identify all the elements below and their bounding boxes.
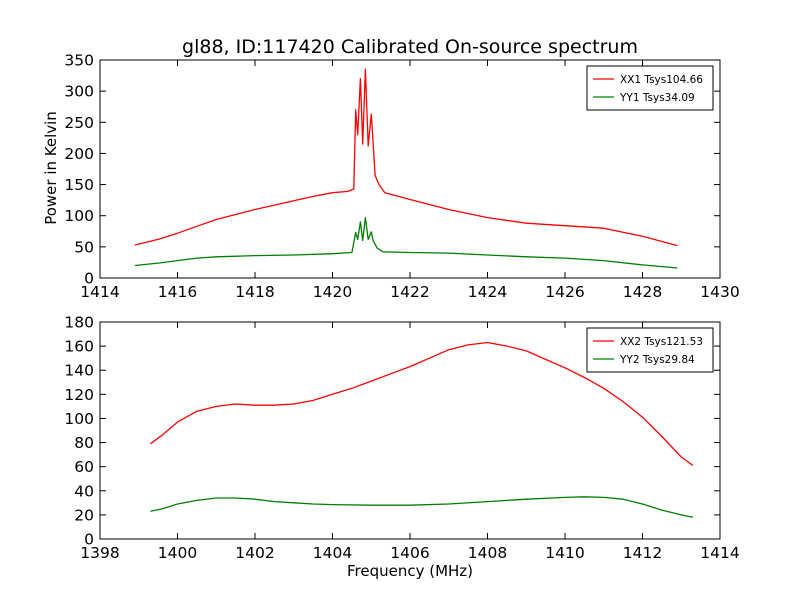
x-tick-label: 1400 [158,544,197,562]
x-tick-label: 1410 [545,544,584,562]
x-tick-label: 1402 [235,544,274,562]
x-tick-label: 1428 [623,283,662,301]
x-tick-label: 1430 [700,283,739,301]
series-line-yy2 [150,496,694,518]
y-tick-label: 140 [64,362,94,380]
y-tick-label: 250 [64,114,94,132]
y-tick-label: 100 [64,207,94,225]
legend-box [586,327,714,373]
x-tick-label: 1414 [700,544,739,562]
y-tick-label: 300 [64,83,94,101]
y-tick-label: 20 [74,506,94,524]
x-tick-label: 1420 [313,283,352,301]
y-tick-label: 40 [74,482,94,500]
x-tick-label: 1398 [80,544,119,562]
y-tick-label: 200 [64,145,94,163]
x-tick-label: 1418 [235,283,274,301]
x-tick-label: 1426 [545,283,584,301]
series-line-xx2 [150,341,694,467]
y-tick-label: 0 [84,531,94,549]
x-tick-label: 1416 [158,283,197,301]
y-tick-label: 60 [74,458,94,476]
x-tick-label: 1422 [390,283,429,301]
legend-label: XX2 Tsys121.53 [620,336,703,348]
x-axis-label: Frequency (MHz) [347,562,473,580]
series-line-xx1 [134,68,678,247]
legend: XX1 Tsys104.66 YY1 Tsys34.09 [586,65,714,111]
y-tick-label: 120 [64,386,94,404]
legend: XX2 Tsys121.53 YY2 Tsys29.84 [586,327,714,373]
y-tick-label: 80 [74,434,94,452]
x-tick-label: 1406 [390,544,429,562]
y-tick-label: 150 [64,176,94,194]
legend-label: XX1 Tsys104.66 [620,74,703,86]
x-tick-label: 1408 [468,544,507,562]
legend-label: YY1 Tsys34.09 [619,92,695,104]
top-spectrum-panel: 1414 1416 1418 1420 1422 1424 1426 1428 1430 0 50 1… [64,52,739,302]
x-tick-label: 1424 [468,283,507,301]
bottom-spectrum-panel: 1398 1400 1402 1404 1406 1408 1410 1412 1414 0 20 4… [64,314,739,563]
y-tick-label: 50 [74,238,94,256]
y-axis-label: Power in Kelvin [42,111,60,225]
y-tick-label: 100 [64,410,94,428]
legend-box [586,65,714,111]
x-tick-label: 1404 [313,544,352,562]
y-tick-label: 0 [84,270,94,288]
figure-title: gl88, ID:117420 Calibrated On-source spe… [182,36,638,58]
y-tick-label: 160 [64,338,94,356]
x-tick-label: 1414 [80,283,119,301]
series-line-yy1 [134,216,678,269]
x-tick-label: 1412 [623,544,662,562]
y-tick-label: 180 [64,314,94,332]
y-tick-label: 350 [64,52,94,70]
legend-label: YY2 Tsys29.84 [619,354,695,366]
